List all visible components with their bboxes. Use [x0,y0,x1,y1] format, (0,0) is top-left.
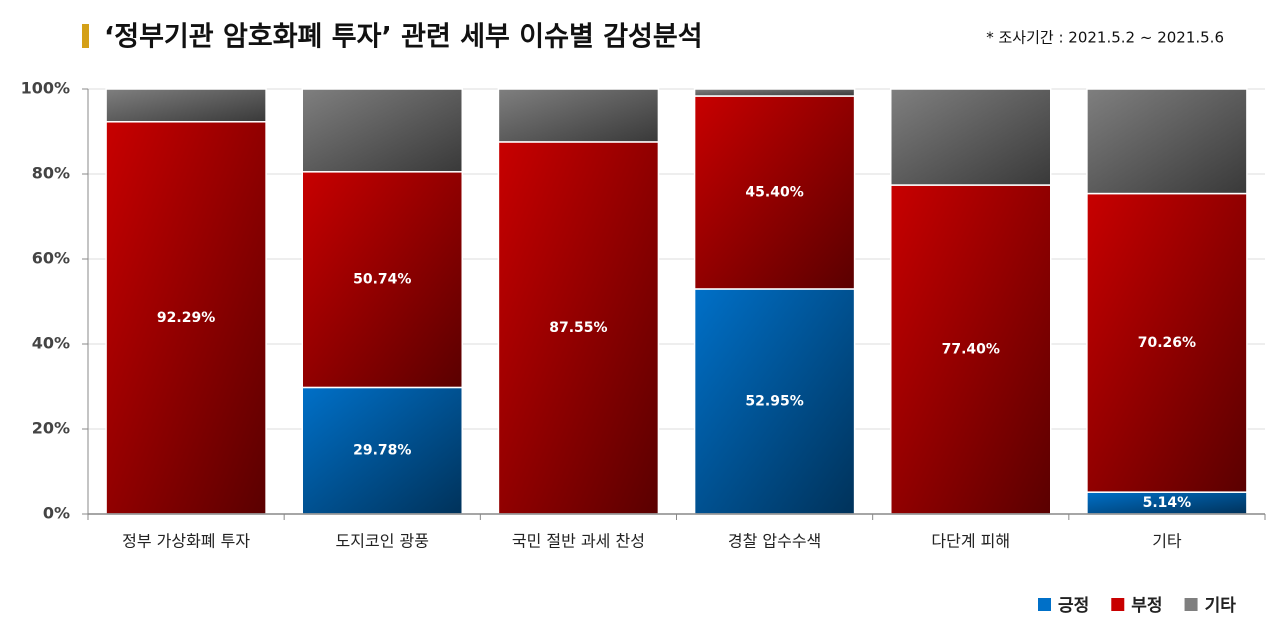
legend-label: 긍정 [1058,596,1089,616]
y-tick-label: 100% [21,79,70,98]
y-tick-label: 20% [32,419,70,438]
y-tick-label: 60% [32,249,70,268]
bar-segment [1086,88,1248,195]
bar-segment [105,121,267,515]
value-label: 52.95% [745,393,803,409]
bar-segment [301,88,463,173]
legend-swatch [1184,598,1198,611]
bar-segment [693,88,856,97]
legend-swatch [1111,598,1125,611]
value-label: 5.14% [1143,495,1192,511]
x-tick-label: 도지코인 광풍 [336,532,429,551]
value-label: 50.74% [353,272,411,288]
x-tick-label: 국민 절반 과세 찬성 [512,532,645,551]
legend-label: 기타 [1205,596,1237,616]
value-label: 70.26% [1138,335,1196,351]
bar-segment [497,88,660,143]
y-tick-label: 0% [43,504,70,523]
y-tick-label: 80% [32,164,70,183]
x-tick-label: 경찰 압수수색 [728,532,821,551]
y-tick-label: 40% [32,334,70,353]
bar-segment [105,88,267,123]
bar-segment [693,95,856,290]
bar-segment [890,88,1052,186]
x-tick-label: 기타 [1152,532,1182,551]
bar-segment [497,141,660,515]
bar-segment [1086,192,1248,493]
chart-subtitle: * 조사기간 : 2021.5.2 ~ 2021.5.6 [986,29,1224,47]
title-marker [82,24,89,48]
value-label: 77.40% [942,342,1000,358]
x-tick-label: 다단계 피해 [931,532,1010,551]
chart-title: ‘정부기관 암호화폐 투자’ 관련 세부 이슈별 감성분석 [104,22,703,53]
legend-swatch [1038,598,1051,611]
bar-segment [890,184,1052,515]
legend-label: 부정 [1131,596,1162,616]
value-label: 87.55% [549,320,607,336]
value-label: 45.40% [745,184,803,200]
value-label: 92.29% [157,310,215,326]
x-tick-label: 정부 가상화폐 투자 [122,532,250,551]
bar-segment [301,171,463,389]
value-label: 29.78% [353,443,411,459]
